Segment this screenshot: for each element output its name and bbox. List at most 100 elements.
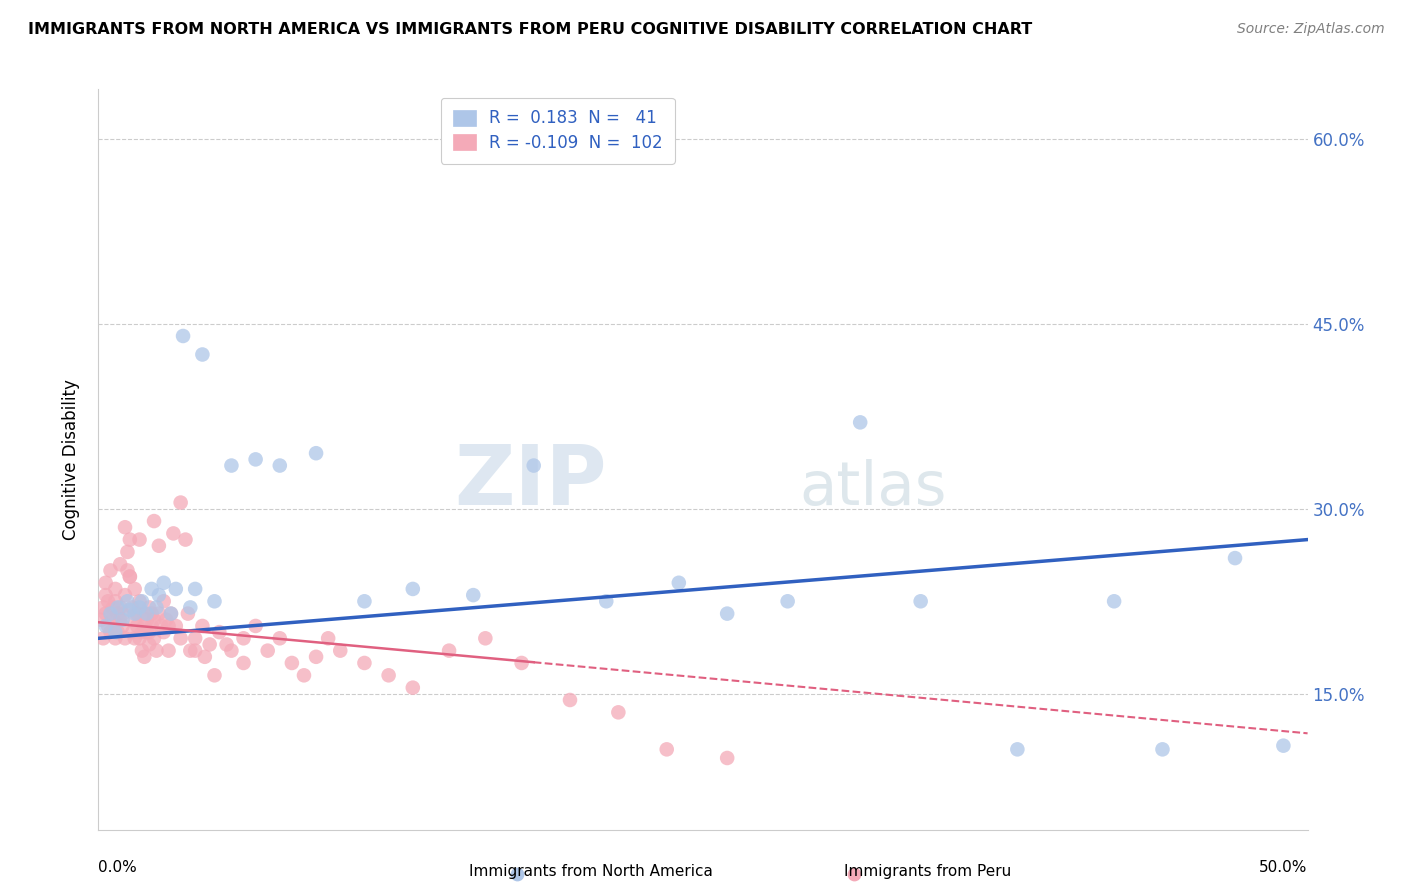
- Point: [131, 643, 153, 657]
- Point: [177, 607, 200, 621]
- Point: [474, 632, 496, 646]
- Text: 0.0%: 0.0%: [98, 861, 138, 875]
- Point: [844, 867, 866, 881]
- Point: [138, 625, 160, 640]
- Point: [148, 607, 170, 621]
- Point: [849, 415, 872, 429]
- Point: [910, 594, 932, 608]
- Point: [100, 607, 122, 621]
- Point: [141, 619, 163, 633]
- Point: [377, 668, 399, 682]
- Text: atlas: atlas: [800, 459, 948, 518]
- Point: [131, 594, 153, 608]
- Point: [150, 619, 173, 633]
- Point: [118, 569, 141, 583]
- Point: [138, 600, 160, 615]
- Point: [128, 594, 150, 608]
- Point: [124, 613, 146, 627]
- Point: [232, 656, 254, 670]
- Point: [463, 588, 485, 602]
- Point: [101, 613, 124, 627]
- Point: [152, 594, 174, 608]
- Point: [269, 632, 291, 646]
- Point: [256, 643, 278, 657]
- Point: [141, 607, 163, 621]
- Point: [104, 594, 127, 608]
- Point: [143, 514, 166, 528]
- Point: [157, 619, 180, 633]
- Point: [143, 613, 166, 627]
- Point: [114, 520, 136, 534]
- Point: [607, 706, 630, 720]
- Point: [221, 643, 243, 657]
- Point: [245, 619, 267, 633]
- Point: [316, 632, 339, 646]
- Point: [204, 594, 226, 608]
- Point: [117, 594, 139, 608]
- Point: [94, 588, 117, 602]
- Point: [117, 545, 139, 559]
- Text: IMMIGRANTS FROM NORTH AMERICA VS IMMIGRANTS FROM PERU COGNITIVE DISABILITY CORRE: IMMIGRANTS FROM NORTH AMERICA VS IMMIGRA…: [28, 22, 1032, 37]
- Point: [117, 564, 139, 578]
- Point: [121, 600, 143, 615]
- Point: [184, 632, 207, 646]
- Point: [124, 582, 146, 596]
- Point: [215, 637, 238, 651]
- Point: [184, 643, 207, 657]
- Point: [165, 619, 187, 633]
- Point: [160, 607, 183, 621]
- Point: [1007, 742, 1029, 756]
- Text: Source: ZipAtlas.com: Source: ZipAtlas.com: [1237, 22, 1385, 37]
- Text: ZIP: ZIP: [454, 441, 606, 522]
- Point: [100, 564, 122, 578]
- Point: [232, 632, 254, 646]
- Point: [329, 643, 352, 657]
- Point: [353, 656, 375, 670]
- Point: [134, 607, 156, 621]
- Text: Immigrants from Peru: Immigrants from Peru: [845, 863, 1011, 879]
- Point: [104, 625, 127, 640]
- Point: [204, 668, 226, 682]
- Point: [111, 607, 134, 621]
- Point: [595, 594, 617, 608]
- Point: [305, 446, 328, 460]
- Point: [124, 632, 146, 646]
- Y-axis label: Cognitive Disability: Cognitive Disability: [62, 379, 80, 540]
- Point: [165, 582, 187, 596]
- Point: [305, 649, 328, 664]
- Point: [148, 588, 170, 602]
- Point: [152, 625, 174, 640]
- Point: [108, 613, 131, 627]
- Point: [184, 582, 207, 596]
- Point: [114, 632, 136, 646]
- Point: [155, 613, 177, 627]
- Point: [281, 656, 304, 670]
- Point: [128, 632, 150, 646]
- Point: [1223, 551, 1246, 566]
- Point: [118, 533, 141, 547]
- Point: [152, 575, 174, 590]
- Text: 50.0%: 50.0%: [1260, 861, 1308, 875]
- Point: [402, 681, 425, 695]
- Point: [104, 632, 127, 646]
- Point: [174, 533, 197, 547]
- Point: [716, 751, 738, 765]
- Point: [668, 575, 690, 590]
- Point: [97, 619, 120, 633]
- Point: [134, 619, 156, 633]
- Point: [510, 656, 533, 670]
- Point: [111, 613, 134, 627]
- Point: [118, 569, 141, 583]
- Point: [716, 607, 738, 621]
- Point: [124, 607, 146, 621]
- Point: [94, 619, 117, 633]
- Point: [135, 613, 157, 627]
- Point: [107, 625, 129, 640]
- Point: [138, 637, 160, 651]
- Point: [245, 452, 267, 467]
- Point: [114, 588, 136, 602]
- Point: [558, 693, 581, 707]
- Point: [437, 643, 460, 657]
- Point: [107, 607, 129, 621]
- Point: [97, 594, 120, 608]
